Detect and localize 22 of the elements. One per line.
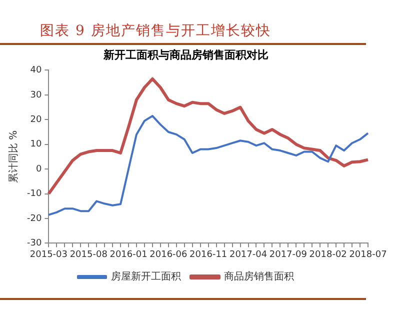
y-tick-label: 40 — [30, 66, 42, 76]
x-tick-label: 2016-11 — [190, 250, 228, 260]
y-tick-label: -20 — [26, 214, 42, 224]
x-tick-label: 2015-03 — [30, 250, 68, 260]
y-tick-label: 10 — [30, 140, 42, 150]
x-tick-label: 2016-06 — [150, 250, 188, 260]
y-tick-label: -30 — [26, 238, 42, 249]
y-tick-label: -10 — [26, 189, 42, 200]
x-tick-label: 2015-08 — [70, 250, 108, 260]
x-tick-label: 2018-02 — [309, 250, 347, 260]
x-tick-label: 2017-04 — [229, 250, 268, 260]
chart-title: 图表 9 房地产销售与开工增长较快 — [40, 22, 272, 40]
x-tick-label: 2017-09 — [269, 250, 308, 260]
y-tick-label: 30 — [30, 90, 42, 100]
y-tick-label: 0 — [36, 164, 42, 174]
y-axis-title: 累计同比 % — [8, 130, 20, 184]
legend-label: 商品房销售面积 — [224, 270, 294, 283]
x-tick-label: 2016-01 — [110, 250, 148, 260]
x-tick-label: 2018-07 — [349, 250, 387, 260]
legend-label: 房屋新开工面积 — [111, 270, 181, 283]
chart-subtitle: 新开工面积与商品房销售面积对比 — [102, 48, 268, 62]
y-tick-label: 20 — [30, 114, 42, 125]
